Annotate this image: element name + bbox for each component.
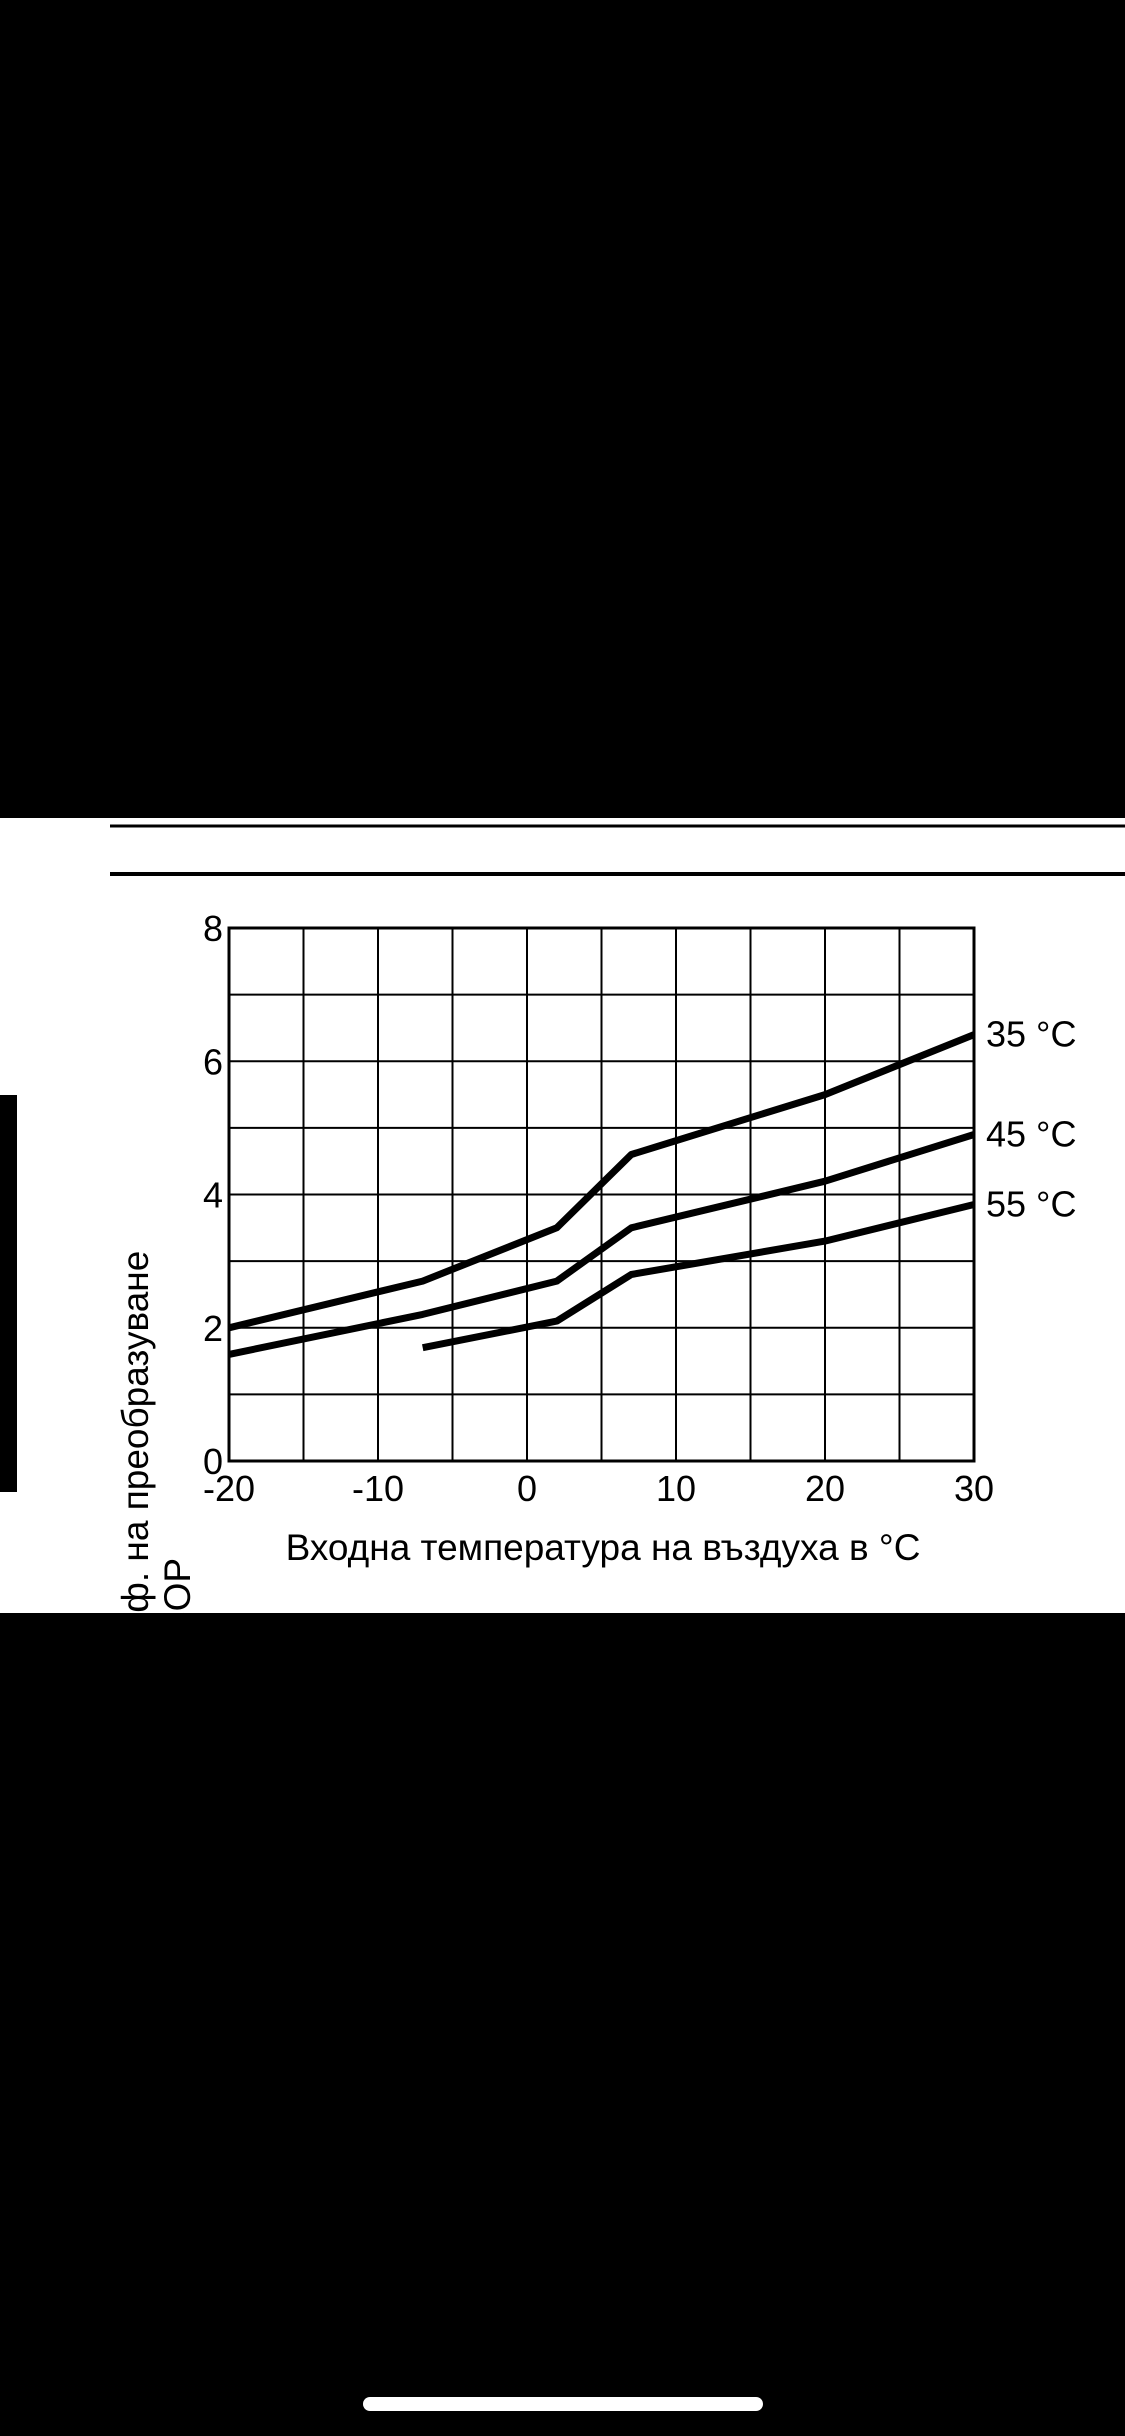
x-tick-label: 20	[805, 1468, 845, 1509]
x-tick-label: 0	[517, 1468, 537, 1509]
cop-chart: -20 -10 0 10 20 30 0 2 4 6 8 35 °C 45 °C 55 °C Входн…	[110, 824, 1125, 1613]
x-tick-label: -10	[352, 1468, 404, 1509]
side-tab-marker	[0, 1095, 17, 1492]
y-tick-label: 4	[203, 1175, 223, 1216]
document-panel: -20 -10 0 10 20 30 0 2 4 6 8 35 °C 45 °C 55 °C Входн…	[0, 818, 1125, 1613]
series-line-1	[228, 1031, 976, 1332]
y-axis-label-line-1: Коеф. на преобразуване	[115, 1251, 156, 1613]
x-tick-label: 30	[954, 1468, 994, 1509]
home-indicator[interactable]	[363, 2397, 763, 2411]
y-axis-label-line-2: COP	[157, 1558, 198, 1613]
chart-ticks: -20 -10 0 10 20 30 0 2 4 6 8	[203, 908, 994, 1509]
series-line-3	[422, 1201, 975, 1352]
chart-series	[228, 1031, 976, 1358]
chart-legend: 35 °C 45 °C 55 °C	[986, 1014, 1076, 1225]
y-axis-label: Коеф. на преобразуване COP	[115, 1251, 198, 1613]
y-tick-label: 2	[203, 1308, 223, 1349]
series-line-2	[228, 1131, 976, 1358]
series-label-2: 45 °C	[986, 1114, 1076, 1155]
plot-frame	[227, 926, 976, 1463]
series-label-1: 35 °C	[986, 1014, 1076, 1055]
y-tick-label: 6	[203, 1041, 223, 1082]
x-axis-label: Входна температура на въздуха в °C	[286, 1527, 921, 1568]
x-tick-label: -20	[203, 1468, 255, 1509]
chart-grid	[227, 926, 976, 1463]
y-tick-label: 0	[203, 1441, 223, 1482]
x-tick-label: 10	[656, 1468, 696, 1509]
series-label-3: 55 °C	[986, 1183, 1076, 1224]
y-tick-label: 8	[203, 908, 223, 949]
